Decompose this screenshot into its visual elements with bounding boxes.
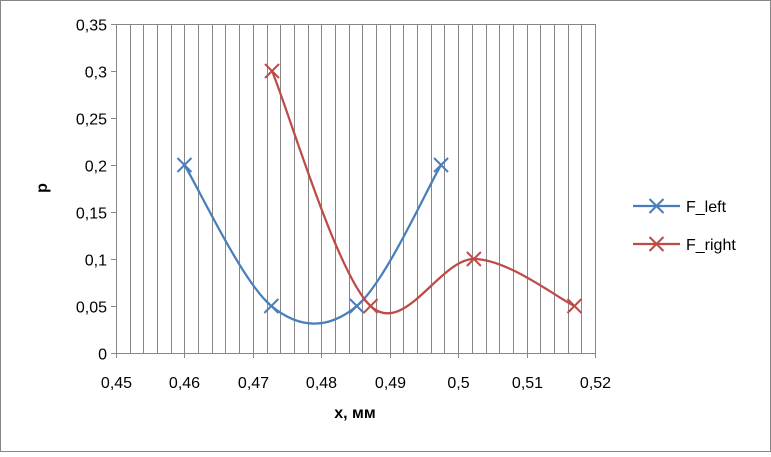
series-line-f-right [270,70,575,315]
y-tick-label: 0,2 [85,159,107,176]
marker-stroke [466,251,482,267]
y-tick-label: 0,25 [76,112,107,129]
marker-stroke [433,157,449,173]
data-point-f-left [349,298,365,314]
y-tick-label: 0,05 [76,300,107,317]
y-tick-label: 0,35 [76,18,107,35]
series-layer [176,63,583,325]
legend-marker [648,236,665,252]
marker-stroke [176,157,193,173]
x-tick-label: 0,51 [512,375,543,392]
series-line-f-left [183,164,443,325]
legend-label: F_right [686,237,736,254]
x-axis-title: x, мм [334,405,375,422]
legend-marker [648,198,665,214]
marker-stroke [648,198,665,214]
x-tick-label: 0,45 [101,375,132,392]
legend-label: F_left [686,199,727,216]
x-tick-label: 0,52 [580,375,611,392]
marker-stroke [349,298,365,314]
marker-stroke [264,63,280,79]
legend: F_left F_right [633,198,736,254]
legend-item-f-left: F_left [633,198,727,216]
y-tick-label: 0,1 [85,253,107,270]
marker-stroke [263,298,280,314]
data-point-f-left [433,157,449,173]
x-tick-label: 0,48 [306,375,337,392]
y-tick-label: 0,15 [76,206,107,223]
x-tick-label: 0,47 [238,375,269,392]
y-tick-label: 0 [98,347,107,364]
y-axis-title: p [34,183,51,193]
x-tick-label: 0,49 [375,375,406,392]
data-point-f-right [566,298,583,314]
data-point-f-right [264,63,280,79]
data-point-f-left [263,298,280,314]
marker-stroke [648,236,665,252]
legend-item-f-right: F_right [633,236,736,254]
marker-stroke [362,298,379,314]
x-tick-label: 0,46 [169,375,200,392]
y-tick-label: 0,3 [85,65,107,82]
data-point-f-right [362,298,379,314]
marker-stroke [566,298,583,314]
axis-layer: 0 0,05 0,1 0,15 0,2 0,25 0,3 0,35 0,45 0,46 0,47 0,… [76,18,611,393]
x-tick-label: 0,5 [447,375,469,392]
data-point-f-left [176,157,193,173]
data-point-f-right [466,251,482,267]
